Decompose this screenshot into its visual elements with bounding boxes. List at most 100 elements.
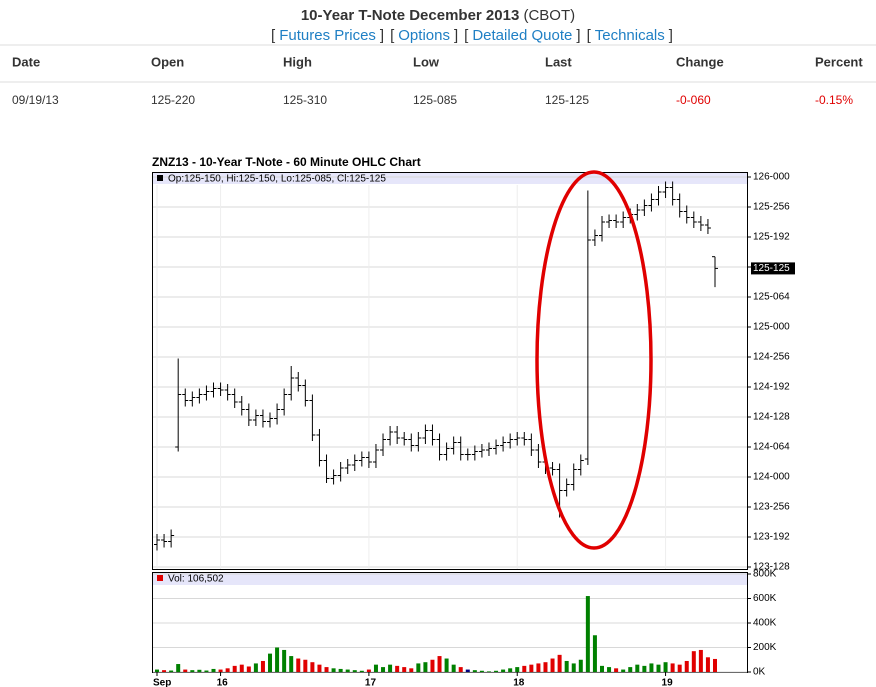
volume-bar <box>642 665 647 672</box>
last-price-marker <box>751 262 795 275</box>
y-tick-label: 123-256 <box>753 502 790 513</box>
volume-bar <box>621 669 626 672</box>
volume-bar <box>155 669 159 672</box>
table-cell: -0-060 <box>676 93 711 107</box>
x-tick-label: Sep <box>153 678 171 687</box>
volume-bar <box>338 668 343 672</box>
volume-bar <box>592 635 597 672</box>
volume-bar <box>649 663 654 672</box>
volume-bar <box>705 657 710 672</box>
nav-link[interactable]: Futures Prices <box>279 27 376 44</box>
y-tick-label: 125-256 <box>753 202 790 213</box>
legend-swatch <box>157 575 163 581</box>
highlight-ellipse <box>535 170 653 550</box>
volume-bar <box>599 665 604 672</box>
volume-bar <box>684 660 689 672</box>
volume-bar <box>395 665 400 672</box>
y-tick-label: 125-192 <box>753 232 790 243</box>
volume-bar <box>458 667 463 672</box>
bracket: ] <box>380 27 384 44</box>
nav-link[interactable]: Detailed Quote <box>472 27 572 44</box>
title-main: 10-Year T-Note December 2013 <box>301 7 519 24</box>
volume-bar <box>529 664 534 672</box>
column-header: Last <box>545 54 572 69</box>
bracket: ] <box>576 27 580 44</box>
volume-bar <box>557 654 562 672</box>
volume-bar <box>416 663 421 672</box>
volume-bar <box>183 669 188 672</box>
volume-bar <box>268 653 273 672</box>
y-tick-label: 800K <box>753 569 777 580</box>
column-header: Open <box>151 54 184 69</box>
nav-link[interactable]: Options <box>398 27 450 44</box>
title-exchange: (CBOT) <box>523 7 575 24</box>
volume-bar <box>614 668 619 672</box>
x-tick-label: 17 <box>365 678 377 687</box>
bracket: [ <box>587 27 592 44</box>
volume-bar <box>670 663 675 672</box>
volume-bar <box>345 669 350 672</box>
bracket: ] <box>454 27 458 44</box>
price-legend: Op:125-150, Hi:125-150, Lo:125-085, Cl:1… <box>168 174 386 185</box>
volume-bar <box>275 647 280 672</box>
table-cell: 125-310 <box>283 93 327 107</box>
bracket: [ <box>390 27 395 44</box>
volume-bar <box>515 667 520 672</box>
volume-bar <box>239 664 244 672</box>
volume-bar <box>388 664 393 672</box>
nav-link[interactable]: Technicals <box>595 27 665 44</box>
column-header: Percent <box>815 54 863 69</box>
column-header: Change <box>676 54 724 69</box>
nav-links: [Futures Prices][Options][Detailed Quote… <box>271 27 673 44</box>
table-cell: 125-220 <box>151 93 195 107</box>
x-tick-label: 18 <box>513 678 525 687</box>
volume-bar <box>197 669 202 672</box>
volume-bar <box>176 664 181 672</box>
volume-bar <box>656 664 661 672</box>
volume-bar <box>578 659 583 672</box>
volume-bar <box>479 670 484 672</box>
y-tick-label: 124-000 <box>753 472 790 483</box>
volume-bar <box>713 658 717 672</box>
volume-bar <box>691 651 696 672</box>
volume-bar <box>211 668 216 672</box>
volume-bar <box>635 664 640 672</box>
legend-swatch <box>157 175 163 181</box>
volume-bar <box>543 662 548 672</box>
volume-bar <box>536 663 541 672</box>
volume-bar <box>564 660 569 672</box>
column-header: Low <box>413 54 440 69</box>
volume-bar <box>444 658 449 672</box>
y-tick-label: 125-064 <box>753 292 790 303</box>
price-legend-band <box>153 173 747 184</box>
last-price-label: 125-125 <box>753 263 790 274</box>
volume-bar <box>437 656 442 672</box>
volume-bar <box>303 659 308 672</box>
table-cell: 09/19/13 <box>12 93 59 107</box>
volume-bar <box>465 669 470 672</box>
volume-bar <box>310 662 315 672</box>
volume-bar <box>218 669 223 672</box>
volume-bar <box>571 663 576 672</box>
volume-bar <box>366 669 371 672</box>
bracket: [ <box>464 27 469 44</box>
volume-legend: Vol: 106,502 <box>168 574 224 585</box>
volume-bar <box>451 664 456 672</box>
volume-bar <box>494 670 499 672</box>
price-panel <box>152 172 748 570</box>
volume-bar <box>162 670 167 672</box>
x-tick-label: 19 <box>662 678 674 687</box>
volume-bar <box>169 670 174 672</box>
y-tick-label: 200K <box>753 642 777 653</box>
volume-bar <box>359 670 364 672</box>
y-tick-label: 123-128 <box>753 562 790 573</box>
volume-bar <box>373 664 378 672</box>
volume-bar <box>331 668 336 672</box>
y-tick-label: 124-128 <box>753 412 790 423</box>
y-tick-label: 123-192 <box>753 532 790 543</box>
volume-bar <box>253 663 258 672</box>
x-tick-label: 16 <box>217 678 229 687</box>
volume-bar <box>663 662 668 672</box>
